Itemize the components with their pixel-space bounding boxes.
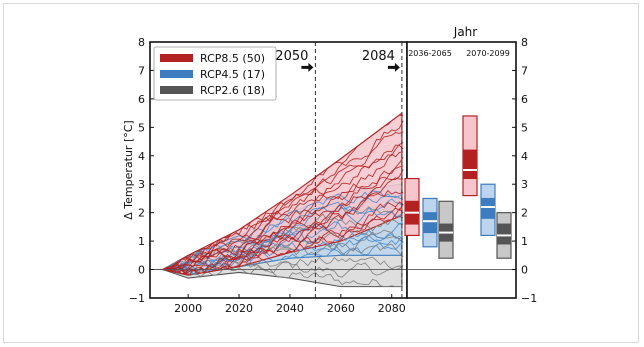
box-panel: Jahr −1 0 1 2 3 4 5 6 7 8 2036-2065 2070-2099 xyxy=(404,25,537,305)
right-y-tick-label: 5 xyxy=(521,121,528,134)
box-RCP8.5 xyxy=(404,177,420,237)
ensemble-line xyxy=(155,131,404,271)
panel-title: Jahr xyxy=(453,25,477,39)
ensemble-line xyxy=(155,151,404,271)
x-tick-label: 2000 xyxy=(174,302,202,315)
y-tick-label: 1 xyxy=(138,235,145,248)
ensemble-line xyxy=(155,230,404,275)
ensemble-line xyxy=(155,235,404,272)
right-y-tick-label: 6 xyxy=(521,93,528,106)
box-RCP2.6 xyxy=(496,212,512,259)
right-y-tick-label: 2 xyxy=(521,207,528,220)
legend-label: RCP2.6 (18) xyxy=(200,84,265,97)
ensemble-line xyxy=(155,177,404,275)
y-tick-label: 2 xyxy=(138,207,145,220)
legend-label: RCP4.5 (17) xyxy=(200,68,265,81)
box-iqr xyxy=(462,149,478,180)
ensemble-line xyxy=(155,203,404,276)
ensemble-line xyxy=(155,256,404,277)
right-y-tick-label: 0 xyxy=(521,264,528,277)
ensemble-line xyxy=(155,189,404,275)
right-y-tick-label: 7 xyxy=(521,64,528,77)
right-y-tick-label: −1 xyxy=(521,292,537,305)
box-RCP4.5 xyxy=(422,197,438,248)
y-tick-label: 5 xyxy=(138,121,145,134)
main-plot: 2050 2084 −1 0 1 2 3 4 5 6 7 8 2000 2020 2040 2060 2080 Δ… xyxy=(122,36,408,315)
y-axis-label: Δ Temperatur [°C] xyxy=(122,120,135,219)
legend-swatch xyxy=(160,70,193,78)
y-tick-label: 6 xyxy=(138,93,145,106)
y-tick-label: 7 xyxy=(138,64,145,77)
right-y-tick-label: 8 xyxy=(521,36,528,49)
ensemble-line xyxy=(155,144,404,272)
period-label: 2070-2099 xyxy=(466,49,510,58)
x-tick-label: 2020 xyxy=(225,302,253,315)
box-iqr xyxy=(496,223,512,245)
y-tick-label: −1 xyxy=(129,292,145,305)
y-tick-label: 3 xyxy=(138,178,145,191)
y-tick-label: 4 xyxy=(138,150,145,163)
x-tick-label: 2080 xyxy=(378,302,406,315)
box-RCP4.5 xyxy=(480,183,496,237)
figure-frame xyxy=(3,3,639,343)
ensemble-line xyxy=(155,114,404,271)
legend-swatch xyxy=(160,86,193,94)
box-RCP2.6 xyxy=(438,200,454,259)
side-axes-frame xyxy=(406,41,517,299)
right-y-tick-label: 3 xyxy=(521,178,528,191)
legend-swatch xyxy=(160,54,193,62)
legend-label: RCP8.5 (50) xyxy=(200,52,265,65)
box-iqr xyxy=(480,197,496,219)
x-tick-label: 2040 xyxy=(276,302,304,315)
y-tick-label: 0 xyxy=(138,264,145,277)
right-y-tick-label: 4 xyxy=(521,150,528,163)
right-y-tick-label: 1 xyxy=(521,235,528,248)
legend: RCP8.5 (50) RCP4.5 (17) RCP2.6 (18) xyxy=(153,46,277,101)
ensemble-line xyxy=(155,190,404,271)
period-label: 2036-2065 xyxy=(408,49,452,58)
box-iqr xyxy=(422,212,438,234)
annotation-2050: 2050 xyxy=(275,49,308,64)
plot-area xyxy=(155,112,404,288)
arrow-icon xyxy=(387,62,400,72)
box-RCP8.5 xyxy=(462,115,478,197)
ensemble-line xyxy=(155,142,404,271)
ensemble-line xyxy=(155,201,404,275)
y-tick-label: 8 xyxy=(138,36,145,49)
x-tick-label: 2060 xyxy=(327,302,355,315)
arrow-icon xyxy=(301,62,314,72)
annotation-2084: 2084 xyxy=(362,49,395,64)
